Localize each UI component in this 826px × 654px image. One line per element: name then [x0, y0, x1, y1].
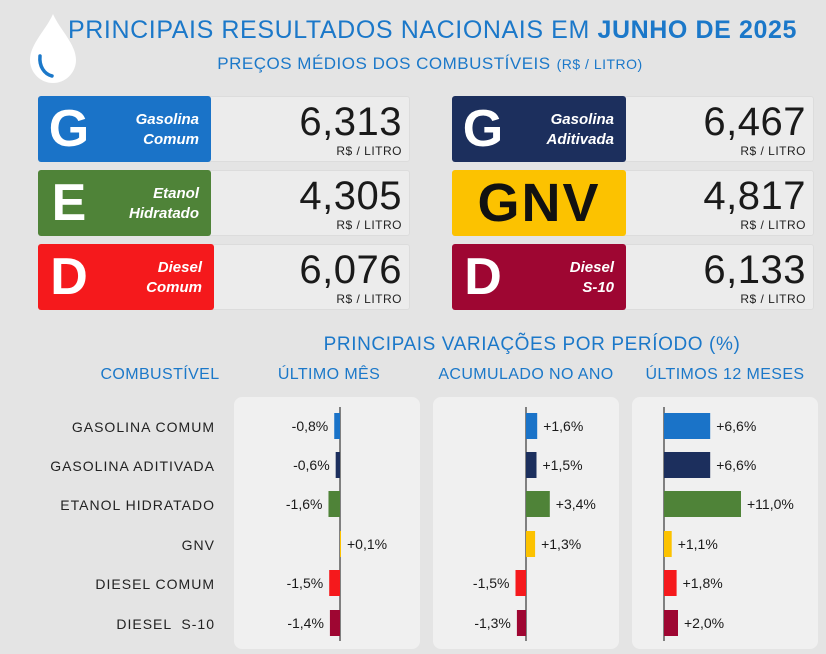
fuel-letter: D [464, 248, 502, 306]
data-label: +11,0% [747, 496, 794, 512]
data-label: -1,6% [286, 496, 323, 512]
fuel-name: Gasolina Comum [135, 111, 199, 148]
title-period: JUNHO DE 2025 [597, 16, 797, 44]
price-unit: R$ / LITRO [336, 292, 402, 306]
fuel-price: 4,305 [299, 174, 402, 218]
price-card-gnv: GNV 4,817 R$ / LITRO [452, 170, 814, 236]
bar [334, 413, 340, 439]
fuel-badge: E Etanol Hidratado [38, 170, 211, 236]
page-subtitle: PREÇOS MÉDIOS DOS COMBUSTÍVEIS (R$ / LITR… [217, 54, 643, 73]
fuel-letter: GNV [477, 173, 601, 233]
data-label: +1,6% [543, 418, 583, 434]
fuel-name: Diesel Comum [146, 259, 202, 296]
price-card-gasolina-aditivada: G Gasolina Aditivada 6,467 R$ / LITRO [452, 96, 814, 162]
category-label: GASOLINA ADITIVADA [50, 458, 215, 474]
category-label: DIESEL S-10 [116, 616, 215, 632]
fuel-letter: D [50, 248, 88, 306]
price-unit: R$ / LITRO [740, 144, 806, 158]
bar [516, 610, 526, 636]
column-header-series: ÚLTIMOS 12 MESES [645, 366, 805, 383]
data-label: +0,1% [347, 536, 387, 552]
price-unit: R$ / LITRO [740, 218, 806, 232]
bar [340, 531, 341, 557]
fuel-name: Etanol Hidratado [128, 185, 199, 222]
price-card-etanol-hidratado: E Etanol Hidratado 4,305 R$ / LITRO [38, 170, 410, 236]
fuel-name: Gasolina Aditivada [546, 111, 614, 148]
category-label: ETANOL HIDRATADO [60, 497, 215, 513]
bar-chart-ultimos-12-meses: +6,6% +6,6% +11,0% +1,1% +1,8% +2,0% [663, 407, 794, 641]
data-label: -1,5% [473, 575, 510, 591]
fuel-price: 6,467 [703, 100, 806, 144]
bar-chart-ultimo-mes: -0,8% -0,6% -1,6% +0,1% -1,5% -1,4% [286, 407, 387, 641]
fuel-price: 4,817 [703, 174, 806, 218]
column-header-series: ÚLTIMO MÊS [277, 366, 381, 383]
category-label: GNV [181, 537, 215, 553]
fuel-price: 6,076 [299, 248, 402, 292]
fuel-price: 6,313 [299, 100, 402, 144]
variations-title: PRINCIPAIS VARIAÇÕES POR PERÍODO (%) [323, 334, 741, 355]
category-label: DIESEL COMUM [95, 576, 215, 592]
data-label: +1,8% [683, 575, 723, 591]
bar-chart-acumulado-ano: +1,6% +1,5% +3,4% +1,3% -1,5% -1,3% [473, 407, 596, 641]
bar [329, 570, 340, 596]
data-label: +3,4% [556, 496, 596, 512]
bar [515, 570, 526, 596]
column-header-series: ACUMULADO NO ANO [438, 366, 614, 383]
fuel-letter: G [48, 100, 90, 158]
chart-panel-ultimo-mes: -0,8% -0,6% -1,6% +0,1% -1,5% -1,4% [234, 397, 420, 649]
fuel-badge: D Diesel Comum [38, 244, 214, 310]
price-card-gasolina-comum: G Gasolina Comum 6,313 R$ / LITRO [38, 96, 410, 162]
fuel-letter: G [462, 100, 504, 158]
bar [664, 610, 678, 636]
price-unit: R$ / LITRO [336, 144, 402, 158]
bar [329, 610, 340, 636]
bar [526, 491, 550, 517]
data-label: -0,6% [293, 457, 330, 473]
fuel-badge: GNV [452, 170, 626, 236]
bar [335, 452, 340, 478]
bar [664, 413, 711, 439]
bar [526, 452, 537, 478]
bar [664, 570, 677, 596]
data-label: -1,5% [287, 575, 324, 591]
chart-panel-ultimos-12-meses: +6,6% +6,6% +11,0% +1,1% +1,8% +2,0% [632, 397, 818, 649]
data-label: +1,1% [678, 536, 718, 552]
fuel-badge: G Gasolina Aditivada [452, 96, 626, 162]
category-label: GASOLINA COMUM [71, 419, 215, 435]
bar [664, 452, 711, 478]
fuel-price: 6,133 [703, 248, 806, 292]
chart-panel-acumulado-ano: +1,6% +1,5% +3,4% +1,3% -1,5% -1,3% [433, 397, 619, 649]
fuel-badge: G Gasolina Comum [38, 96, 211, 162]
bar [664, 491, 741, 517]
fuel-letter: E [51, 174, 87, 232]
price-unit: R$ / LITRO [336, 218, 402, 232]
bar [664, 531, 672, 557]
subtitle-unit: (R$ / LITRO) [556, 56, 643, 72]
data-label: +1,5% [543, 457, 583, 473]
data-label: +1,3% [541, 536, 581, 552]
price-card-diesel-s10: D Diesel S-10 6,133 R$ / LITRO [452, 244, 814, 310]
data-label: -1,4% [287, 615, 324, 631]
price-card-diesel-comum: D Diesel Comum 6,076 R$ / LITRO [38, 244, 410, 310]
drop-icon [30, 14, 76, 83]
data-label: -0,8% [292, 418, 329, 434]
bar [526, 531, 536, 557]
data-label: -1,3% [474, 615, 511, 631]
bar [328, 491, 340, 517]
data-label: +6,6% [716, 418, 756, 434]
data-label: +6,6% [716, 457, 756, 473]
column-header-category: COMBUSTÍVEL [100, 366, 220, 383]
bar [526, 413, 538, 439]
data-label: +2,0% [684, 615, 724, 631]
fuel-name: Diesel S-10 [569, 259, 614, 296]
price-unit: R$ / LITRO [740, 292, 806, 306]
page-title: PRINCIPAIS RESULTADOS NACIONAIS EM JUNHO… [68, 16, 797, 44]
fuel-badge: D Diesel S-10 [452, 244, 626, 310]
